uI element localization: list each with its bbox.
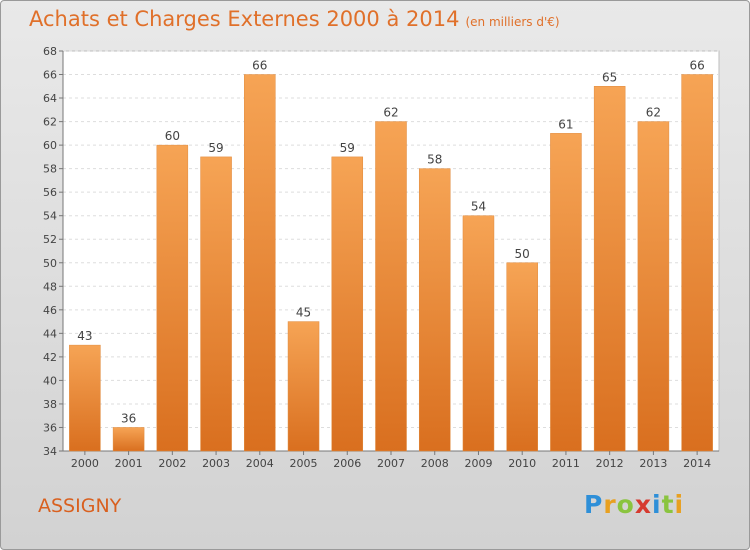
bar <box>200 156 232 452</box>
y-tick-label: 60 <box>43 139 57 152</box>
bar-value-label: 62 <box>646 106 661 120</box>
bar-value-label: 43 <box>77 329 92 343</box>
place-name: ASSIGNY <box>38 495 122 517</box>
y-tick-label: 48 <box>43 280 57 293</box>
x-tick-label: 2004 <box>246 457 274 470</box>
bar-value-label: 65 <box>602 70 617 84</box>
y-tick-label: 58 <box>43 163 57 176</box>
bar <box>112 427 145 452</box>
x-tick-label: 2010 <box>508 457 536 470</box>
y-tick-label: 50 <box>43 257 57 270</box>
y-tick-label: 54 <box>43 210 57 223</box>
logo-letter: P <box>584 490 604 519</box>
bar-value-label: 54 <box>471 200 486 214</box>
y-tick-label: 38 <box>43 398 57 411</box>
y-tick-label: 46 <box>43 304 57 317</box>
x-tick-label: 2008 <box>421 457 449 470</box>
y-tick-label: 42 <box>43 351 57 364</box>
bar <box>331 156 364 452</box>
logo-letter: o <box>616 490 635 519</box>
logo-letter: i <box>652 490 662 519</box>
bar <box>506 262 538 452</box>
bar-value-label: 50 <box>515 247 530 261</box>
bar <box>69 344 101 452</box>
x-tick-label: 2002 <box>158 457 186 470</box>
y-tick-label: 56 <box>43 186 57 199</box>
x-tick-label: 2007 <box>377 457 405 470</box>
x-tick-label: 2013 <box>639 457 667 470</box>
y-tick-label: 68 <box>43 45 57 58</box>
chart-subtitle: (en milliers d'€) <box>465 15 560 29</box>
y-tick-label: 52 <box>43 233 57 246</box>
bar <box>593 86 626 452</box>
x-tick-label: 2005 <box>290 457 318 470</box>
x-tick-label: 2006 <box>333 457 361 470</box>
bar <box>637 121 670 452</box>
logo-letter: r <box>603 490 617 519</box>
bar-value-label: 36 <box>121 411 136 425</box>
y-tick-label: 40 <box>43 374 57 387</box>
bar <box>550 133 582 452</box>
x-tick-label: 2000 <box>71 457 99 470</box>
bar <box>681 74 713 452</box>
bar <box>244 74 276 452</box>
x-tick-label: 2011 <box>552 457 580 470</box>
bar <box>462 215 495 452</box>
bar <box>418 168 451 452</box>
x-tick-label: 2003 <box>202 457 230 470</box>
bar-value-label: 61 <box>558 117 573 131</box>
bar-value-label: 58 <box>427 153 442 167</box>
bar-value-label: 59 <box>208 141 223 155</box>
y-tick-label: 44 <box>43 327 57 340</box>
x-tick-label: 2001 <box>115 457 143 470</box>
logo-letter: i <box>674 490 685 519</box>
bar-value-label: 62 <box>383 106 398 120</box>
proxiti-logo: Proxiti <box>584 490 684 519</box>
y-tick-label: 36 <box>43 421 57 434</box>
y-tick-label: 62 <box>43 116 57 129</box>
bar-value-label: 59 <box>340 141 355 155</box>
chart-title: Achats et Charges Externes 2000 à 2014 (e… <box>29 7 560 31</box>
bar <box>287 321 320 452</box>
x-tick-label: 2012 <box>596 457 624 470</box>
x-tick-label: 2009 <box>464 457 492 470</box>
bar-value-label: 45 <box>296 306 311 320</box>
y-tick-label: 66 <box>43 69 57 82</box>
bar <box>375 121 407 452</box>
x-tick-label: 2014 <box>683 457 711 470</box>
chart-title-text: Achats et Charges Externes 2000 à 2014 <box>29 7 460 31</box>
bar-value-label: 60 <box>165 129 180 143</box>
bar-value-label: 66 <box>252 59 267 73</box>
bar <box>156 144 189 452</box>
logo-letter: t <box>661 490 675 519</box>
bar-value-label: 66 <box>689 59 704 73</box>
y-tick-label: 34 <box>43 445 57 458</box>
logo-letter: x <box>634 490 652 519</box>
y-tick-label: 64 <box>43 92 57 105</box>
